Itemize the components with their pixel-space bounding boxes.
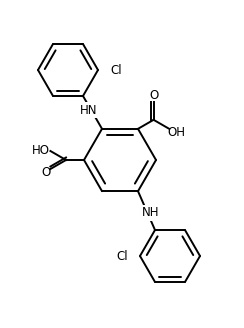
Text: HO: HO xyxy=(31,145,50,157)
Text: Cl: Cl xyxy=(116,250,128,262)
Text: O: O xyxy=(42,167,51,179)
Text: HN: HN xyxy=(80,104,97,117)
Text: OH: OH xyxy=(167,126,185,139)
Text: NH: NH xyxy=(142,206,159,219)
Text: O: O xyxy=(149,89,158,102)
Text: Cl: Cl xyxy=(110,64,122,76)
